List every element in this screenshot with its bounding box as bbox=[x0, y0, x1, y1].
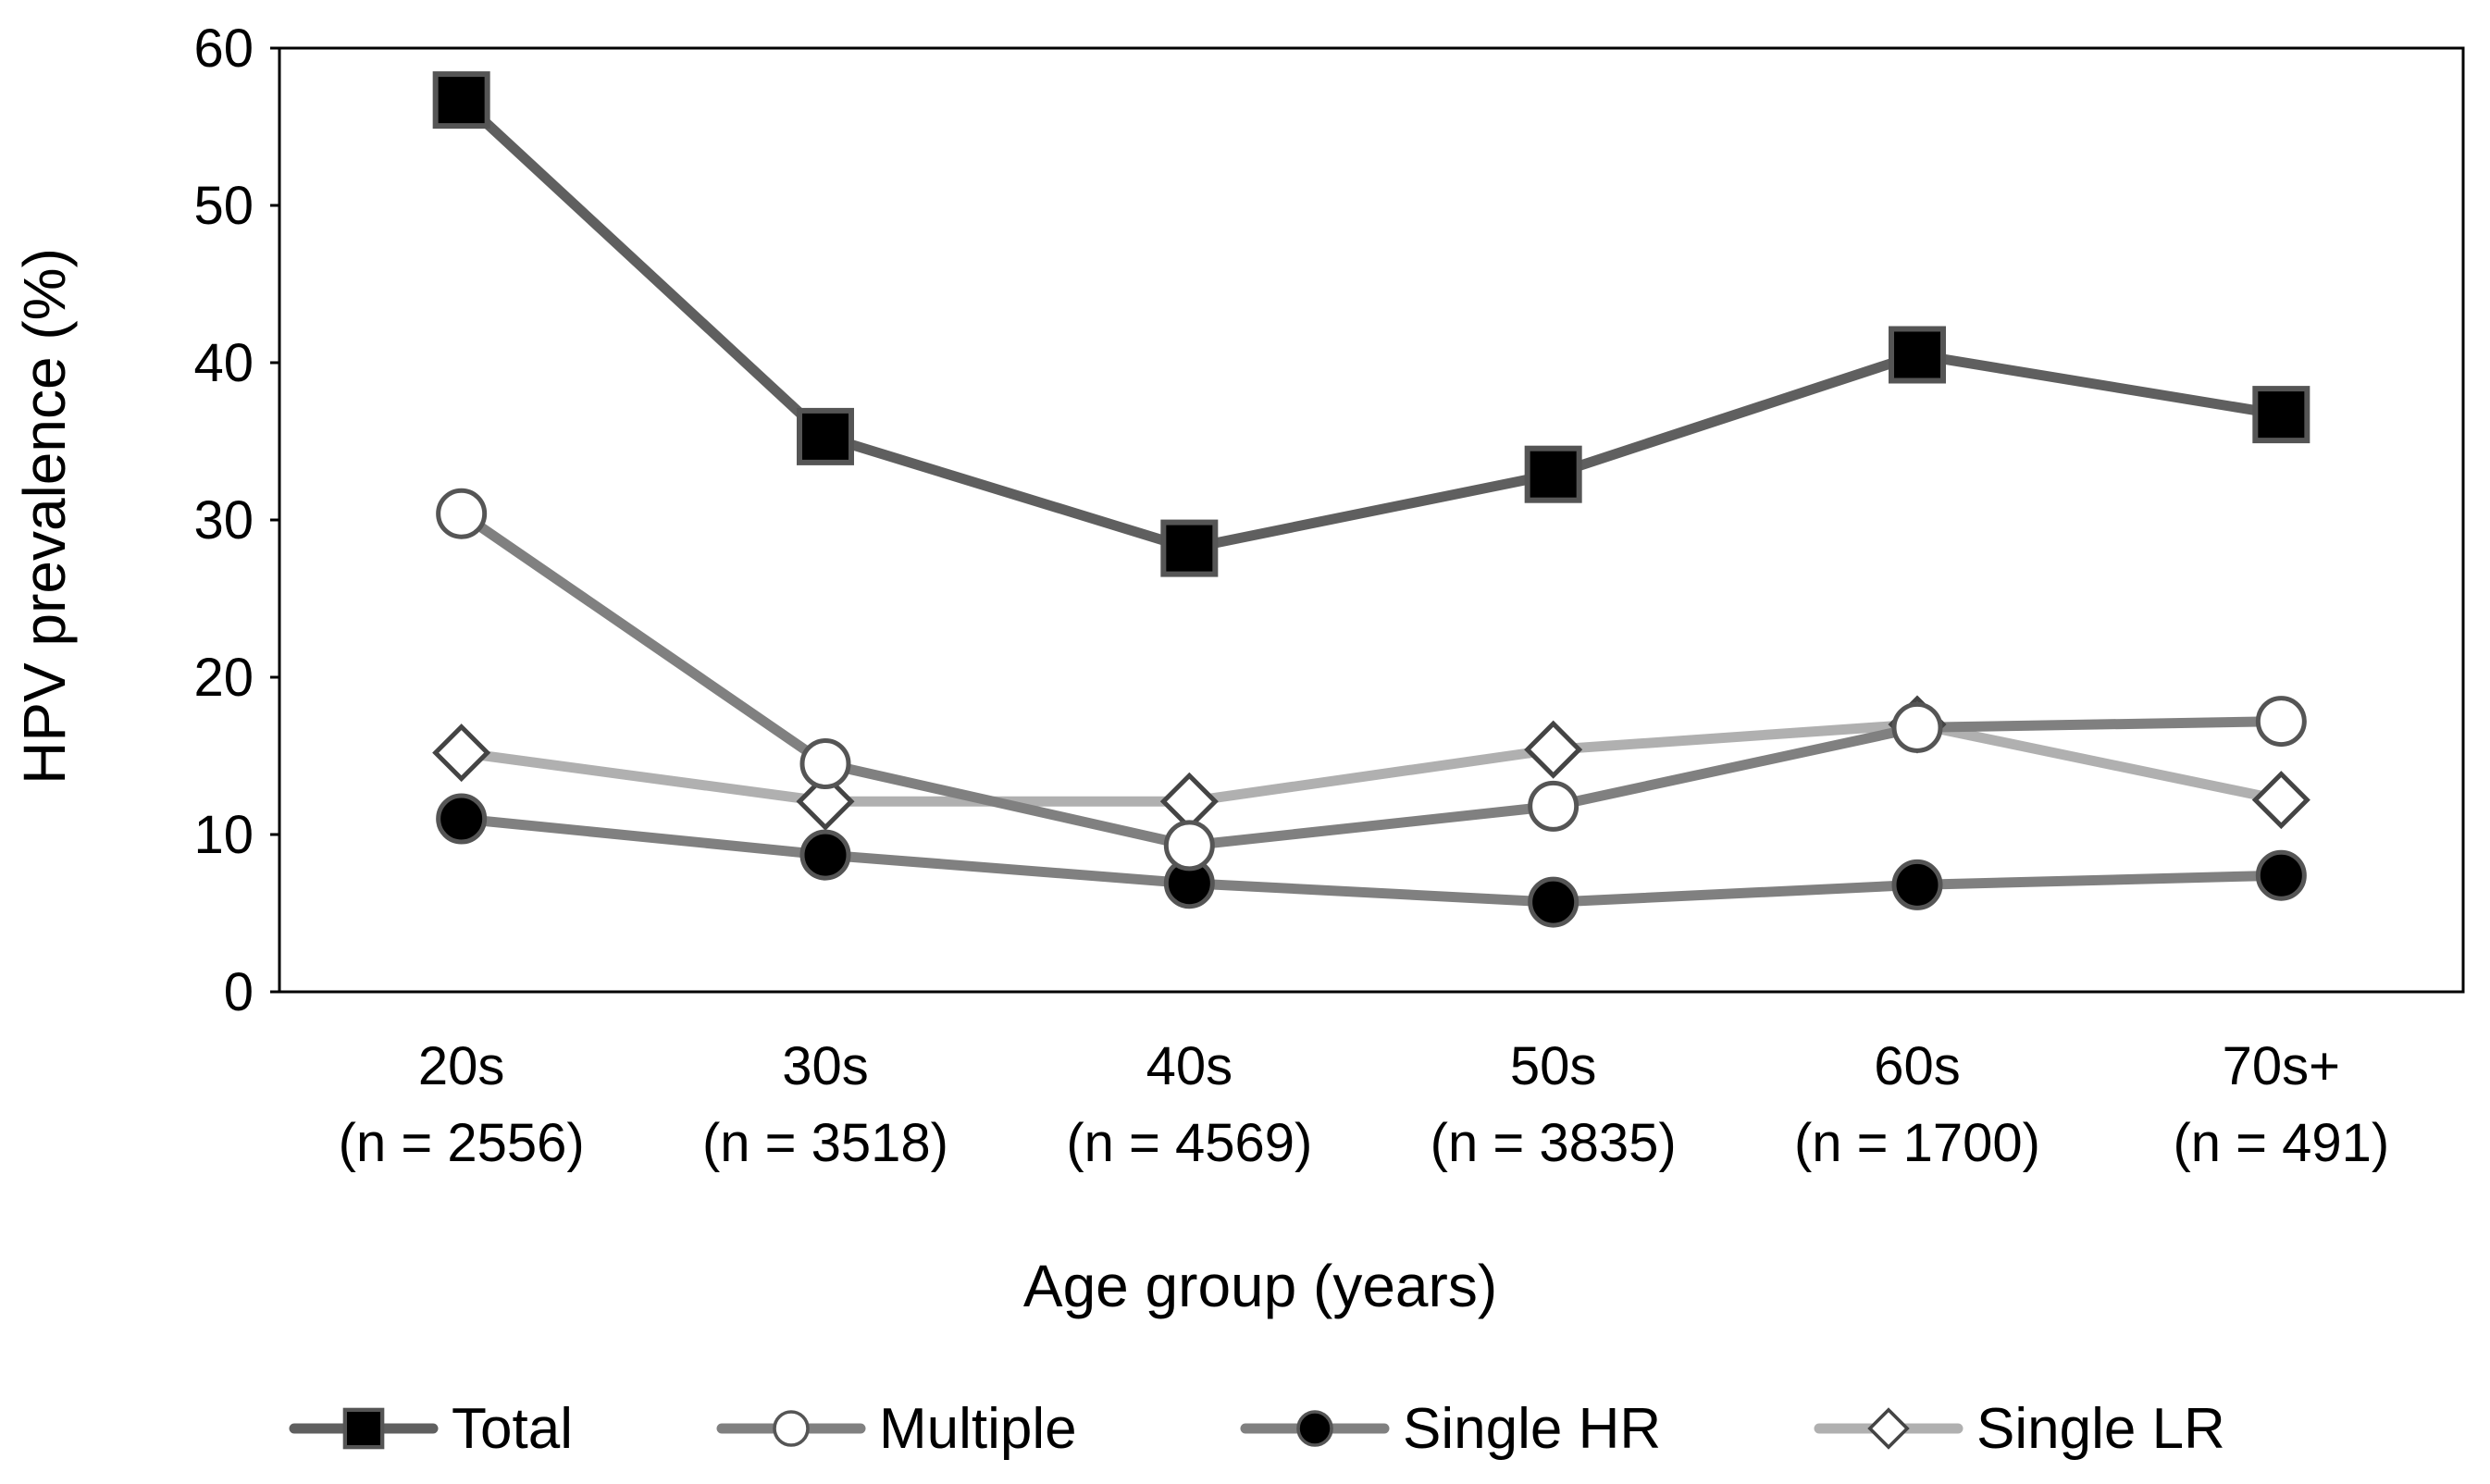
data-point-total-60s bbox=[1889, 326, 1946, 384]
data-point-single-lr-30s bbox=[796, 772, 855, 831]
data-point-single-hr-30s bbox=[799, 829, 851, 881]
y-axis-title: HPV prevalence (%) bbox=[11, 248, 78, 785]
y-tick-label-30: 30 bbox=[193, 490, 254, 550]
y-tick-label-10: 10 bbox=[193, 805, 254, 865]
series-line-multiple bbox=[456, 508, 2286, 851]
y-tick-label-60: 60 bbox=[193, 19, 254, 79]
x-axis-title: Age group (years) bbox=[1023, 1253, 1497, 1319]
legend: Total Multiple Single HR Single LR bbox=[289, 1397, 2225, 1461]
x-tick-n-label-60s: (n = 1700) bbox=[1794, 1113, 2040, 1173]
legend-marker-multiple bbox=[773, 1410, 810, 1447]
data-point-multiple-40s bbox=[1163, 820, 1215, 872]
x-tick-n-label-40s: (n = 4569) bbox=[1066, 1113, 1312, 1173]
data-point-total-50s bbox=[1524, 445, 1582, 503]
data-point-single-lr-20s bbox=[432, 723, 491, 783]
series-line-total bbox=[456, 94, 2286, 554]
x-tick-label-50s: 50s bbox=[1510, 1036, 1597, 1096]
series-line-single-lr bbox=[456, 719, 2286, 807]
data-point-single-lr-50s bbox=[1524, 720, 1583, 779]
x-tick-n-label-50s: (n = 3835) bbox=[1431, 1113, 1677, 1173]
y-tick-label-50: 50 bbox=[193, 176, 254, 236]
x-tick-label-60s: 60s bbox=[1874, 1036, 1961, 1096]
data-point-multiple-70s bbox=[2255, 696, 2307, 748]
x-tick-label-20s: 20s bbox=[418, 1036, 505, 1096]
x-tick-n-label-70s: (n = 491) bbox=[2173, 1113, 2389, 1173]
legend-label-multiple: Multiple bbox=[879, 1397, 1077, 1461]
legend-marker-single-lr bbox=[1867, 1407, 1910, 1450]
data-point-total-40s bbox=[1160, 519, 1219, 577]
data-point-single-hr-70s bbox=[2255, 849, 2307, 901]
data-point-total-20s bbox=[432, 71, 490, 130]
legend-marker-total bbox=[342, 1407, 385, 1450]
legend-marker-single-hr bbox=[1296, 1410, 1333, 1447]
y-tick-label-40: 40 bbox=[193, 333, 254, 393]
data-point-total-30s bbox=[797, 407, 854, 465]
series-line-single-hr bbox=[456, 813, 2286, 908]
data-point-multiple-50s bbox=[1528, 780, 1579, 832]
data-point-single-hr-60s bbox=[1891, 859, 1943, 910]
legend-label-single-hr: Single HR bbox=[1403, 1397, 1661, 1461]
x-tick-label-70s: 70s+ bbox=[2223, 1036, 2340, 1096]
data-point-single-hr-20s bbox=[436, 793, 488, 845]
x-tick-label-30s: 30s bbox=[782, 1036, 869, 1096]
x-tick-n-label-30s: (n = 3518) bbox=[702, 1113, 948, 1173]
legend-label-single-lr: Single LR bbox=[1976, 1397, 2225, 1461]
data-point-multiple-30s bbox=[799, 738, 851, 789]
data-point-multiple-20s bbox=[436, 488, 488, 539]
data-point-total-70s bbox=[2252, 386, 2310, 444]
data-point-single-lr-70s bbox=[2251, 771, 2310, 830]
data-point-single-hr-50s bbox=[1528, 876, 1579, 928]
data-point-multiple-60s bbox=[1891, 701, 1943, 753]
x-tick-label-40s: 40s bbox=[1146, 1036, 1233, 1096]
y-tick-label-20: 20 bbox=[193, 648, 254, 708]
x-tick-n-label-20s: (n = 2556) bbox=[339, 1113, 585, 1173]
legend-label-total: Total bbox=[452, 1397, 573, 1461]
y-tick-label-0: 0 bbox=[224, 962, 254, 1022]
